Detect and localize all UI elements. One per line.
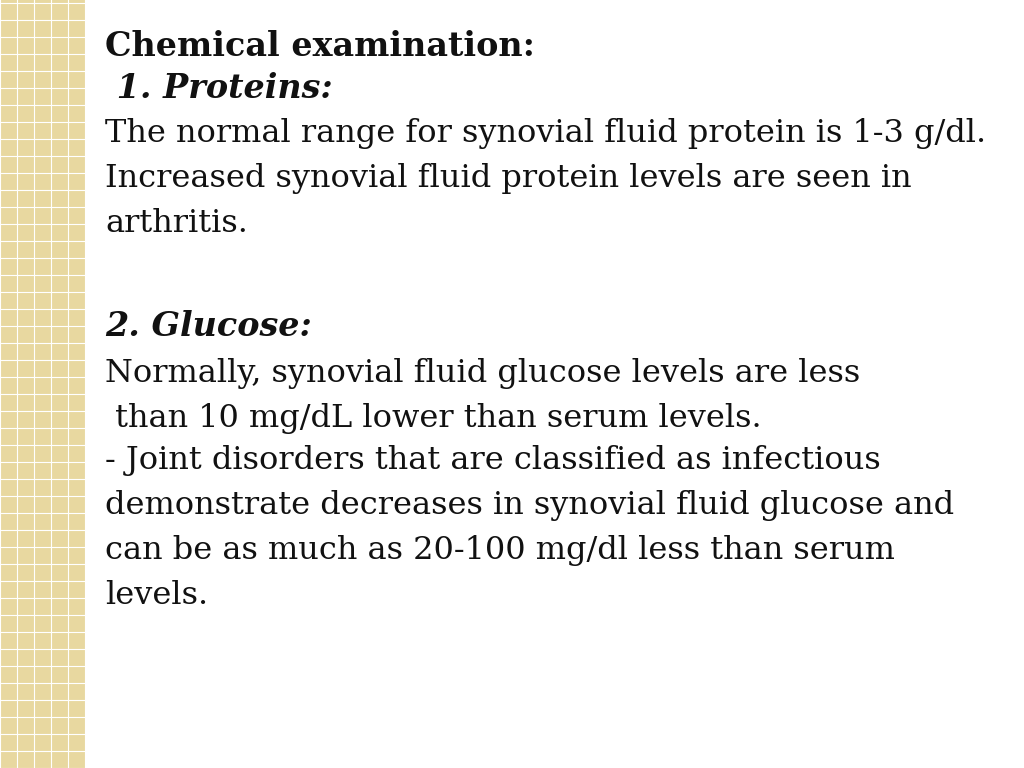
Text: - Joint disorders that are classified as infectious: - Joint disorders that are classified as… xyxy=(105,445,881,476)
Text: Increased synovial fluid protein levels are seen in: Increased synovial fluid protein levels … xyxy=(105,163,911,194)
Text: The normal range for synovial fluid protein is 1-3 g/dl.: The normal range for synovial fluid prot… xyxy=(105,118,986,149)
Text: 1. Proteins:: 1. Proteins: xyxy=(105,72,333,105)
Text: 2. Glucose:: 2. Glucose: xyxy=(105,310,312,343)
Text: Normally, synovial fluid glucose levels are less: Normally, synovial fluid glucose levels … xyxy=(105,358,860,389)
Bar xyxy=(0,0,85,768)
Text: levels.: levels. xyxy=(105,580,208,611)
Text: than 10 mg/dL lower than serum levels.: than 10 mg/dL lower than serum levels. xyxy=(105,403,762,434)
Text: demonstrate decreases in synovial fluid glucose and: demonstrate decreases in synovial fluid … xyxy=(105,490,954,521)
Text: arthritis.: arthritis. xyxy=(105,208,248,239)
Text: Chemical examination:: Chemical examination: xyxy=(105,30,535,63)
Text: can be as much as 20-100 mg/dl less than serum: can be as much as 20-100 mg/dl less than… xyxy=(105,535,895,566)
